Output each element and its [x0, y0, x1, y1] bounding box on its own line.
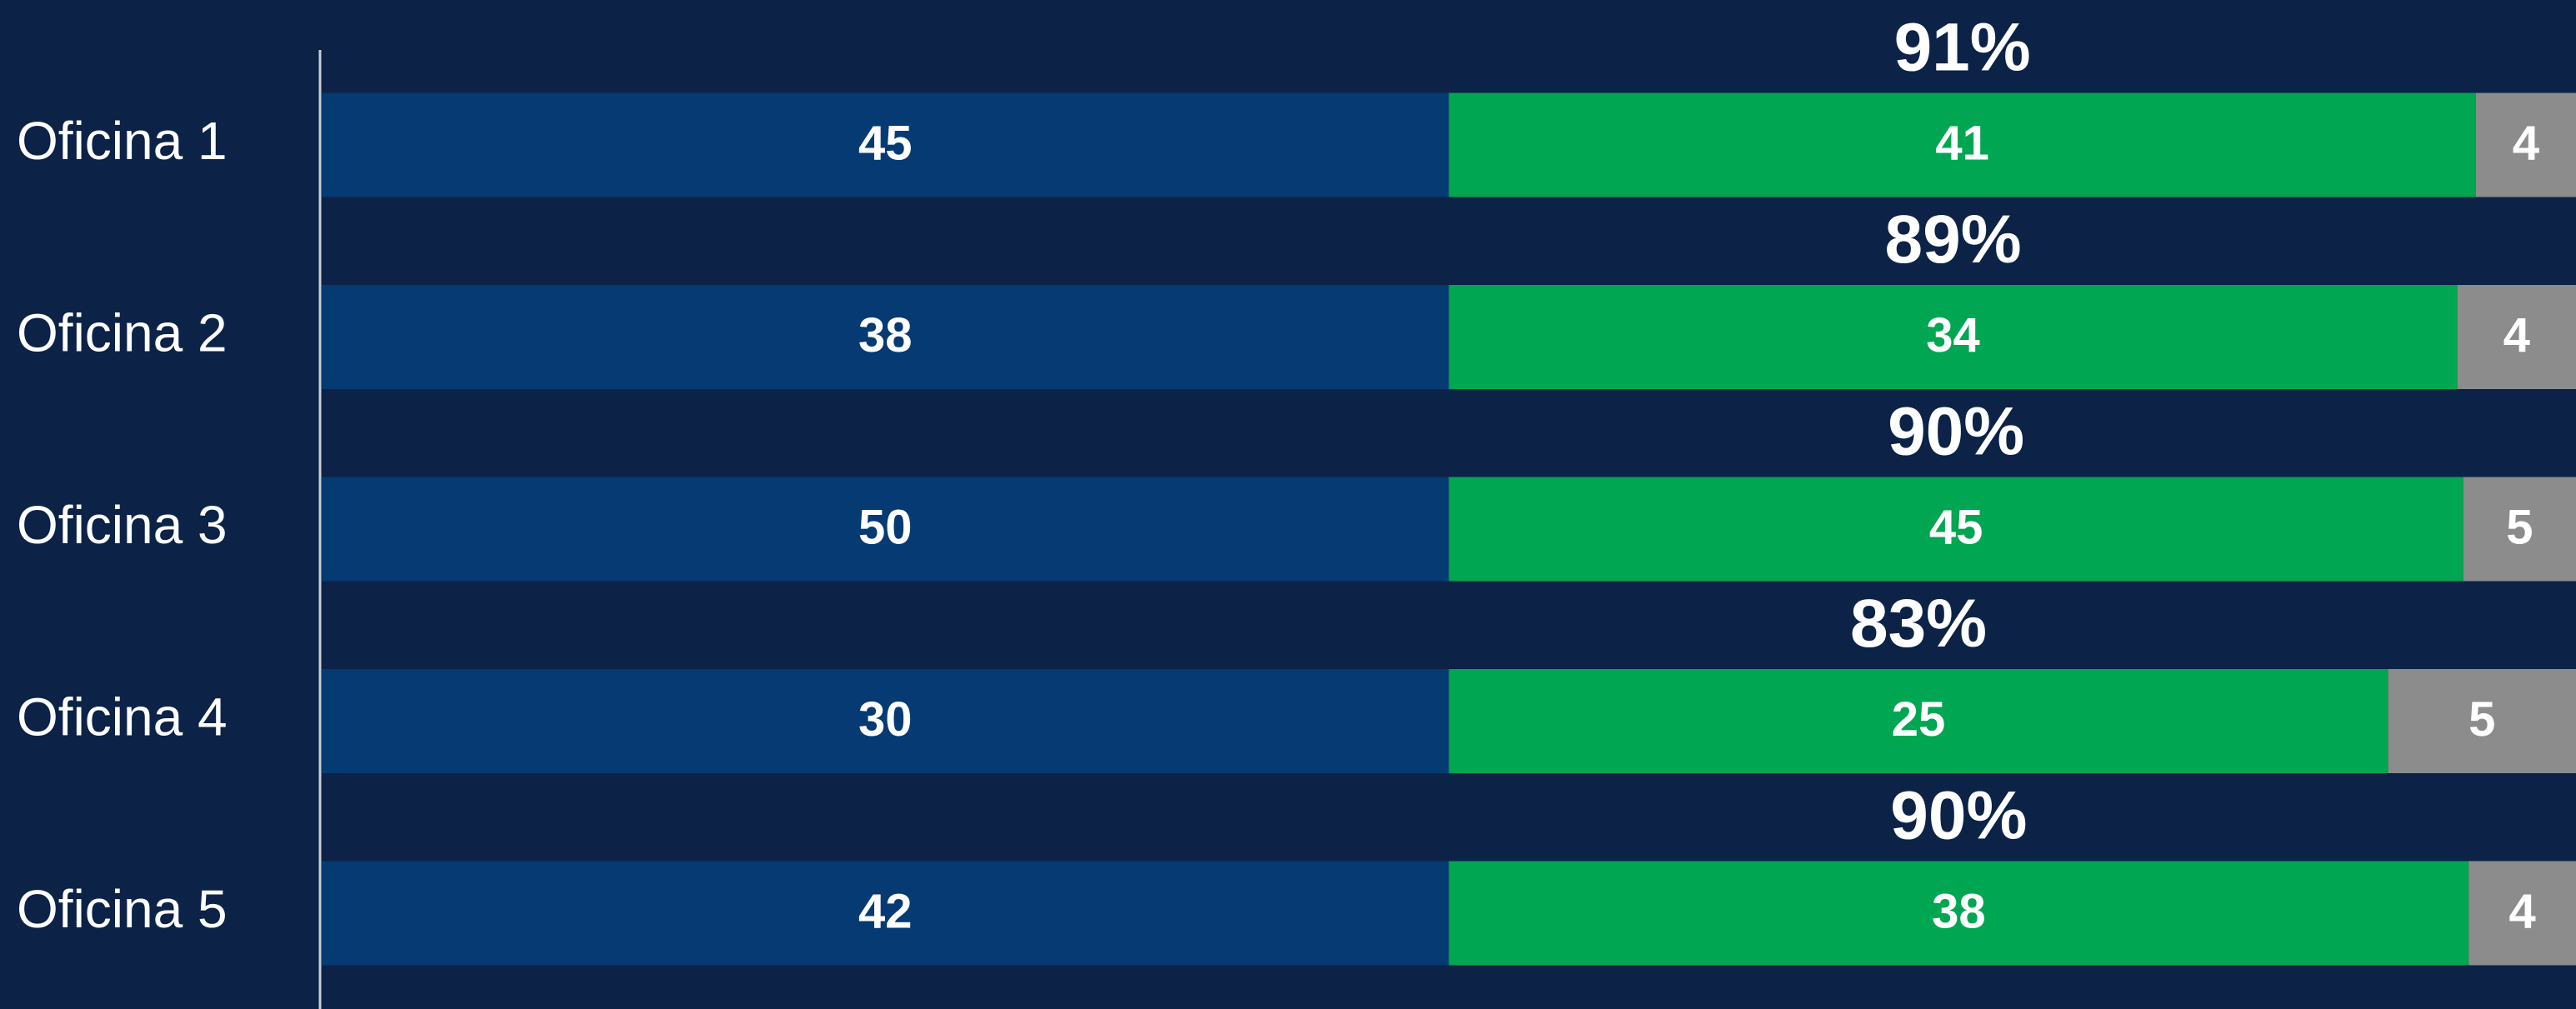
value-label: 42 [858, 884, 913, 938]
rate-label: 89% [1885, 202, 2022, 277]
bar-segment [322, 285, 1449, 389]
bar-segment [322, 477, 1449, 582]
value-label: 41 [1935, 116, 1989, 170]
category-label: Oficina 2 [17, 302, 228, 362]
rate-label: 90% [1888, 394, 2024, 470]
bar-segment [1448, 477, 2463, 582]
rate-label: 91% [1894, 10, 2031, 86]
category-label: Oficina 3 [17, 495, 228, 555]
bar-segment [1448, 285, 2458, 389]
value-label: 5 [2468, 692, 2495, 747]
bar-segment [2475, 92, 2576, 197]
value-label: 45 [858, 116, 913, 170]
value-label: 45 [1929, 500, 1983, 554]
bar-segment [2468, 861, 2576, 966]
category-label: Oficina 1 [17, 111, 228, 171]
bar-segment [2463, 477, 2576, 582]
value-label: 38 [858, 308, 913, 362]
bar-segment [322, 669, 1449, 773]
bar-segment [2457, 285, 2576, 389]
category-label: Oficina 5 [17, 879, 228, 939]
value-label: 25 [1892, 692, 1946, 747]
bar-segment [2388, 669, 2576, 773]
category-label: Oficina 4 [17, 687, 228, 747]
rate-label: 90% [1890, 778, 2027, 854]
rate-label: 83% [1850, 586, 1987, 662]
value-label: 30 [858, 692, 913, 747]
bar-segment [322, 861, 1449, 966]
bar-segment [1448, 669, 2388, 773]
value-label: 4 [2508, 884, 2535, 938]
bar-segment [1448, 92, 2476, 197]
value-label: 5 [2506, 500, 2533, 554]
value-label: 34 [1926, 308, 1980, 362]
value-label: 50 [858, 500, 913, 554]
value-label: 4 [2513, 116, 2539, 170]
bar-segment [1448, 861, 2469, 966]
bar-segment [322, 92, 1449, 197]
value-label: 38 [1932, 884, 1986, 938]
value-label: 4 [2503, 308, 2530, 362]
